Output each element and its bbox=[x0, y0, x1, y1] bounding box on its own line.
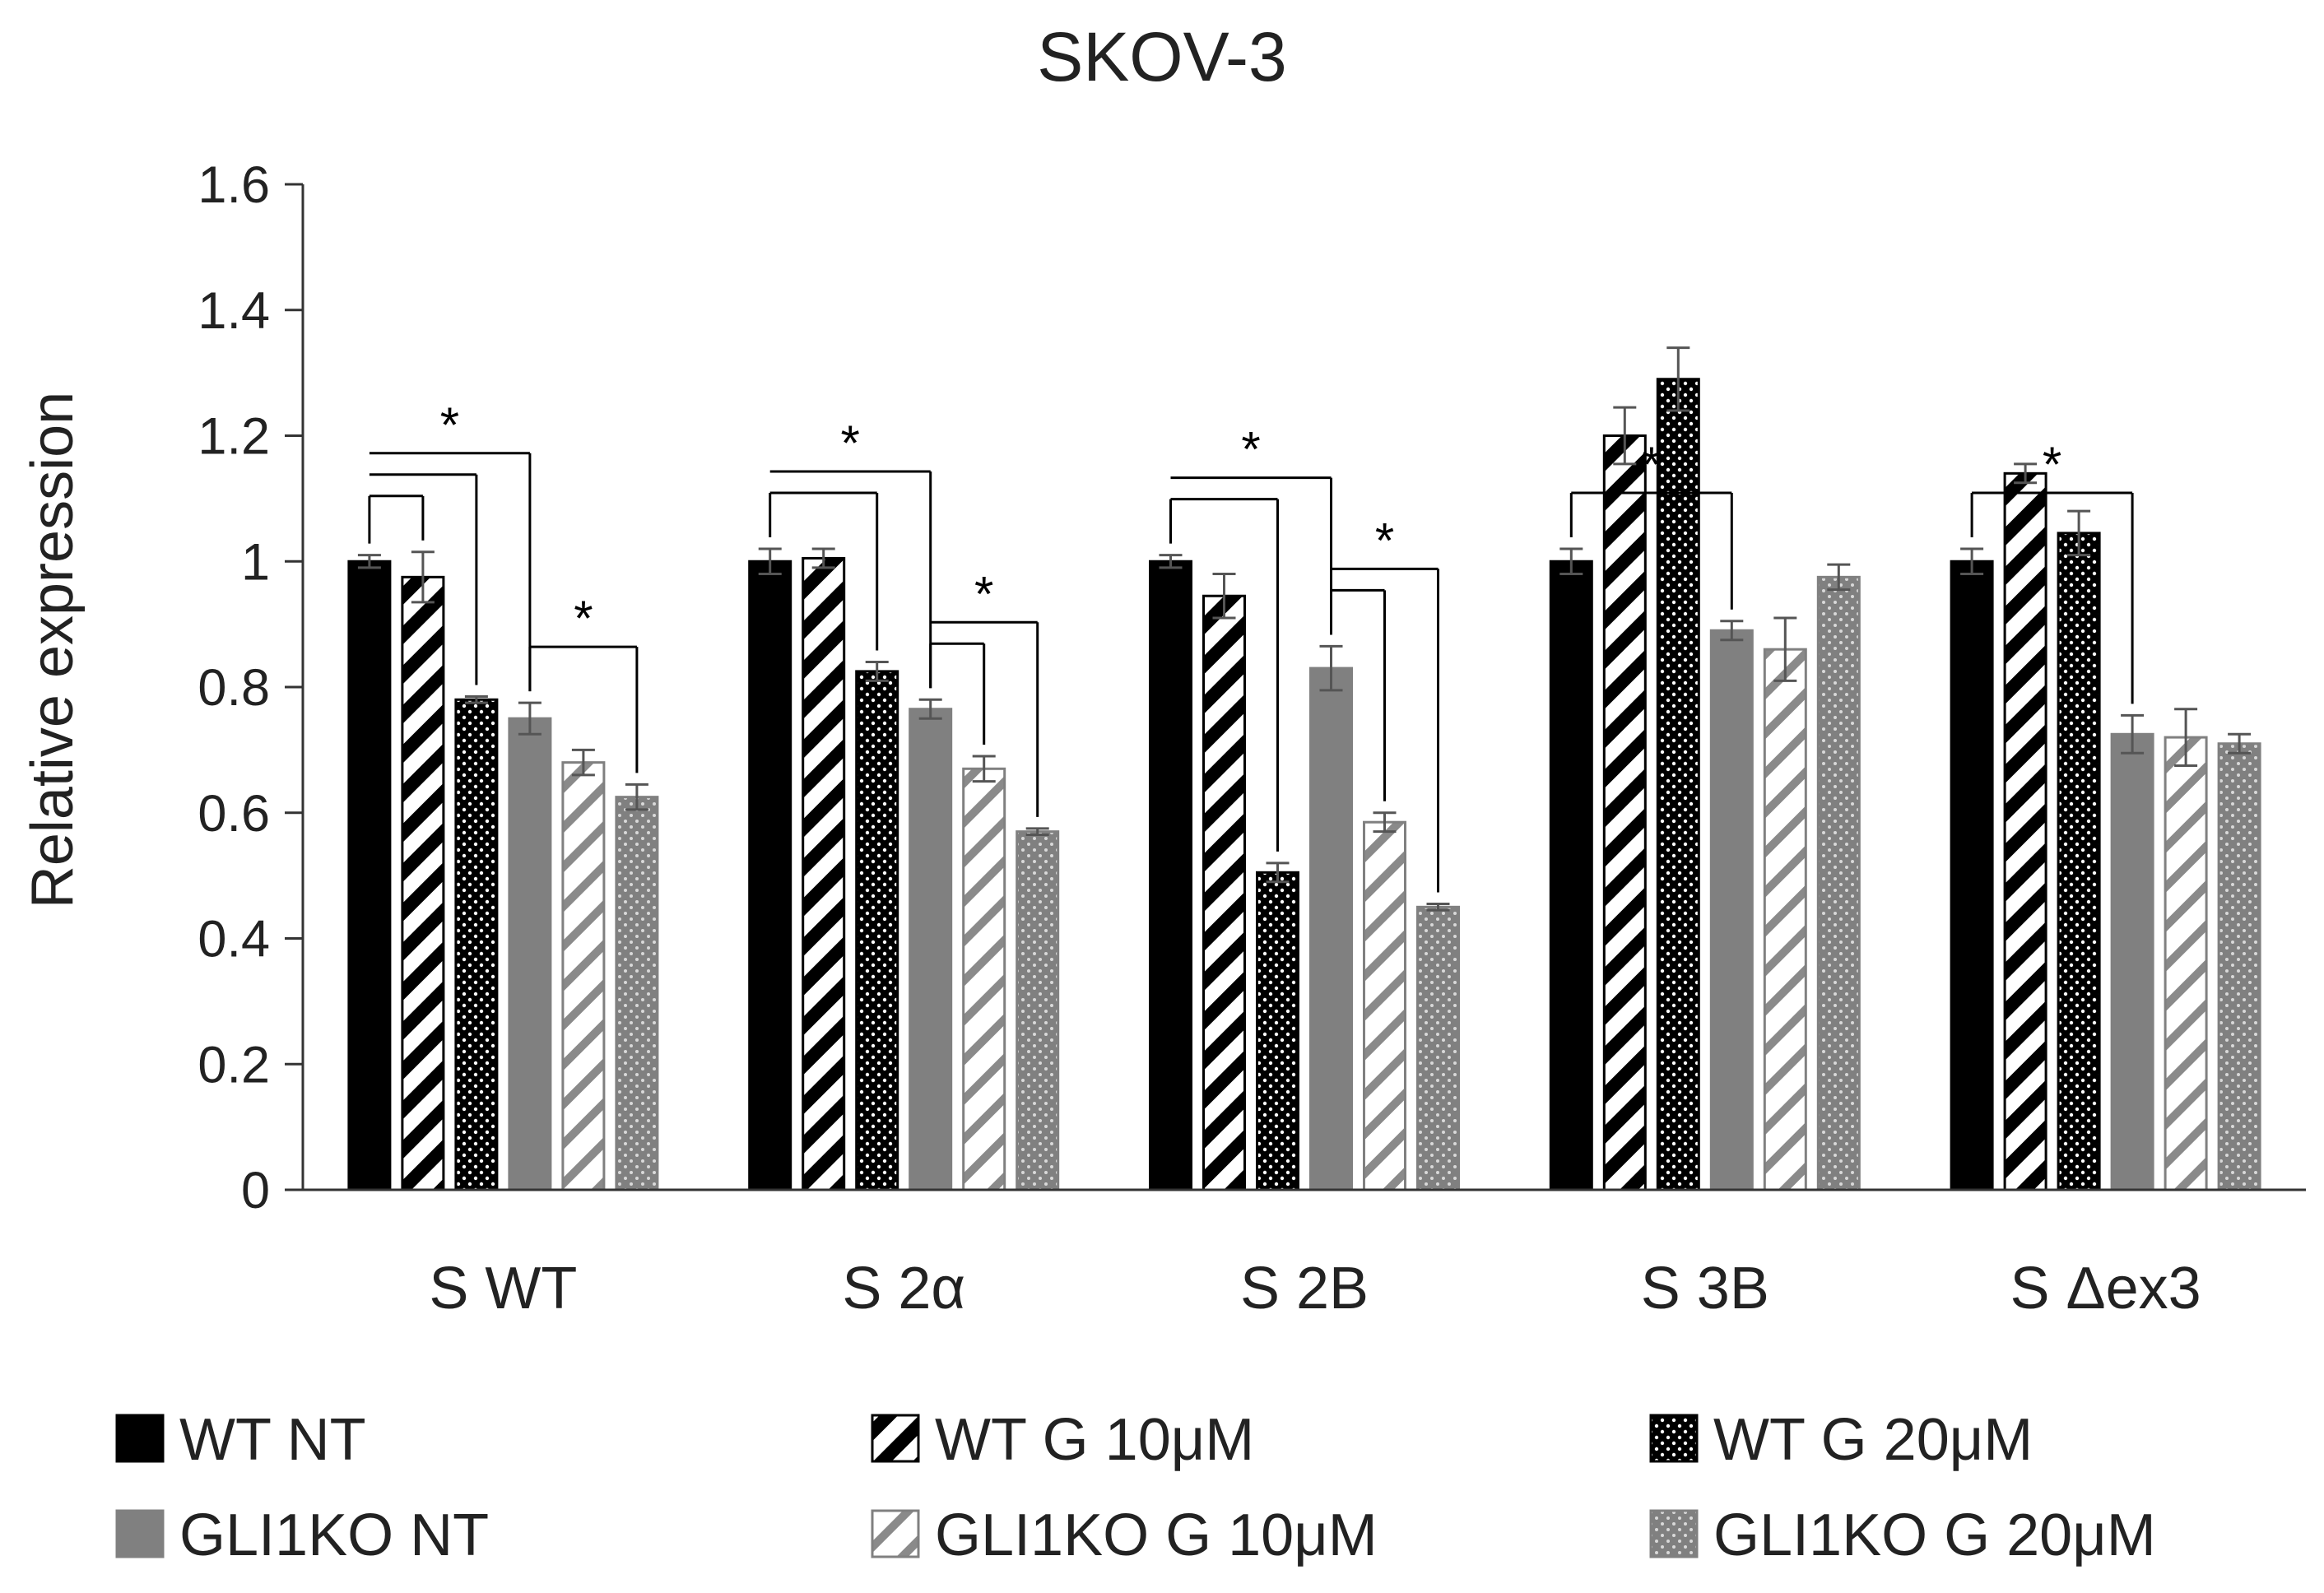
significance-bracket: * bbox=[1330, 513, 1439, 893]
significance-bracket: * bbox=[368, 397, 532, 692]
legend-item: WT NT bbox=[115, 1407, 366, 1473]
bar bbox=[1950, 560, 1994, 1191]
significance-star: * bbox=[974, 566, 993, 621]
bar bbox=[1256, 871, 1299, 1191]
legend-label: GLI1KO G 10μM bbox=[935, 1502, 1378, 1568]
bar bbox=[1016, 830, 1060, 1191]
bar bbox=[1602, 434, 1647, 1191]
legend-item: WT G 10μM bbox=[871, 1407, 1254, 1473]
significance-bracket: * bbox=[528, 591, 639, 773]
bar bbox=[401, 575, 445, 1191]
x-axis: S WT S 2α S 2B S 3B S Δex3 bbox=[303, 1188, 2306, 1321]
bar bbox=[454, 698, 499, 1191]
bar bbox=[1309, 666, 1353, 1191]
significance-star: * bbox=[841, 416, 860, 471]
bar bbox=[962, 767, 1006, 1191]
x-tick-label: S 3B bbox=[1641, 1256, 1769, 1321]
y-tick-label: 1.2 bbox=[198, 408, 270, 466]
bar bbox=[2110, 732, 2154, 1191]
bar bbox=[1202, 594, 1246, 1191]
significance-bracket: * bbox=[1970, 437, 2134, 704]
significance-star: * bbox=[2043, 437, 2061, 492]
significance-bracket: * bbox=[929, 566, 1039, 817]
significance-star: * bbox=[1642, 437, 1661, 492]
y-axis: 0 0.2 0.4 0.6 0.8 1 1.2 1.4 1.6 bbox=[198, 156, 304, 1219]
bar bbox=[1549, 560, 1593, 1191]
legend-label: WT NT bbox=[179, 1407, 366, 1473]
y-tick-label: 0.2 bbox=[198, 1036, 270, 1094]
significance-bracket: * bbox=[1569, 437, 1733, 610]
bar bbox=[1416, 905, 1460, 1191]
bar bbox=[802, 556, 846, 1191]
bar bbox=[1363, 820, 1406, 1191]
bar bbox=[2164, 736, 2208, 1191]
error-bars-group bbox=[357, 346, 2252, 912]
legend-label: GLI1KO NT bbox=[179, 1502, 489, 1568]
bar bbox=[1149, 560, 1192, 1191]
legend-label: GLI1KO G 20μM bbox=[1713, 1502, 2156, 1568]
bar bbox=[2003, 471, 2047, 1191]
bar bbox=[508, 717, 552, 1191]
significance-bracket: * bbox=[1169, 422, 1332, 852]
significance-star: * bbox=[1241, 422, 1260, 477]
bar bbox=[748, 560, 792, 1191]
bar bbox=[561, 761, 606, 1191]
x-tick-label: S 2B bbox=[1240, 1256, 1369, 1321]
y-tick-label: 0.8 bbox=[198, 659, 270, 717]
significance-bracket: * bbox=[769, 416, 932, 689]
legend-swatch bbox=[871, 1509, 920, 1558]
x-tick-label: S 2α bbox=[842, 1256, 965, 1321]
legend-swatch bbox=[115, 1509, 165, 1558]
y-tick-label: 1.6 bbox=[198, 156, 270, 214]
bar bbox=[855, 670, 899, 1191]
y-tick-label: 0.6 bbox=[198, 785, 270, 843]
legend-item: GLI1KO G 10μM bbox=[871, 1502, 1378, 1568]
bar bbox=[1709, 629, 1754, 1191]
legend-item: WT G 20μM bbox=[1649, 1407, 2033, 1473]
x-tick-label: S WT bbox=[429, 1256, 577, 1321]
y-tick-label: 0.4 bbox=[198, 911, 270, 968]
y-tick-label: 1.4 bbox=[198, 282, 270, 340]
y-axis-label: Relative expression bbox=[20, 392, 86, 908]
legend-item: GLI1KO G 20μM bbox=[1649, 1502, 2156, 1568]
y-tick-label: 1 bbox=[241, 533, 270, 591]
legend-swatch bbox=[1649, 1414, 1699, 1463]
legend: WT NT WT G 10μM WT G 20μM GLI1KO NT GLI1KO G… bbox=[115, 1407, 2156, 1568]
significance-star: * bbox=[1375, 513, 1394, 568]
legend-item: GLI1KO NT bbox=[115, 1502, 489, 1568]
bar bbox=[909, 708, 953, 1191]
chart-title: SKOV-3 bbox=[1037, 18, 1286, 95]
legend-swatch bbox=[115, 1414, 165, 1463]
significance-brackets-group: * * * * * * * * bbox=[368, 397, 2134, 893]
bar bbox=[615, 796, 659, 1191]
bar bbox=[1763, 648, 1807, 1191]
bar bbox=[1816, 575, 1861, 1191]
bar bbox=[2217, 742, 2261, 1191]
bar bbox=[2057, 532, 2101, 1191]
bar bbox=[1656, 378, 1700, 1191]
y-tick-label: 0 bbox=[241, 1162, 270, 1219]
legend-label: WT G 10μM bbox=[935, 1407, 1254, 1473]
legend-label: WT G 20μM bbox=[1713, 1407, 2033, 1473]
significance-star: * bbox=[574, 591, 593, 646]
x-tick-label: S Δex3 bbox=[2010, 1256, 2201, 1321]
bar bbox=[347, 560, 392, 1191]
legend-swatch bbox=[871, 1414, 920, 1463]
significance-star: * bbox=[440, 397, 459, 453]
legend-swatch bbox=[1649, 1509, 1699, 1558]
